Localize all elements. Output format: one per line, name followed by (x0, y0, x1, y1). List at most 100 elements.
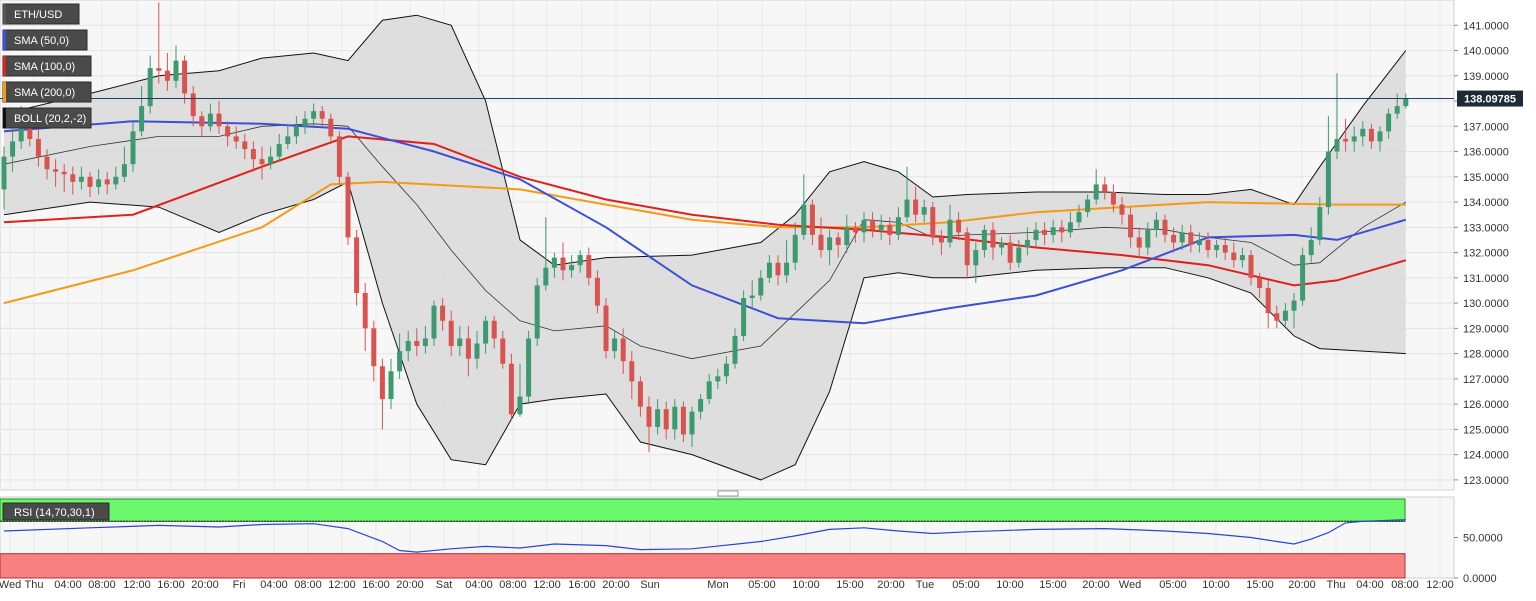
candle-body[interactable] (10, 141, 16, 157)
candle-body[interactable] (981, 229, 987, 251)
candle-body[interactable] (388, 371, 394, 400)
candle-body[interactable] (78, 176, 84, 182)
candle-body[interactable] (130, 131, 136, 165)
candle-body[interactable] (715, 376, 721, 382)
candle-body[interactable] (586, 255, 592, 278)
legend-symbol[interactable]: ETH/USD (2, 3, 80, 25)
candle-body[interactable] (569, 265, 575, 271)
candle-body[interactable] (646, 406, 652, 427)
candle-body[interactable] (904, 199, 910, 218)
candle-body[interactable] (190, 93, 196, 117)
candle-body[interactable] (1291, 300, 1297, 311)
candle-body[interactable] (61, 171, 67, 175)
candle-body[interactable] (1308, 239, 1314, 256)
candle-body[interactable] (999, 242, 1005, 248)
legend-sma200[interactable]: SMA (200,0) (2, 81, 92, 103)
candle-body[interactable] (792, 234, 798, 263)
candle-body[interactable] (629, 361, 635, 382)
candle-body[interactable] (620, 338, 626, 362)
legend-sma100[interactable]: SMA (100,0) (2, 55, 92, 77)
legend-sma50[interactable]: SMA (50,0) (2, 29, 88, 51)
candle-body[interactable] (672, 406, 678, 430)
candle-body[interactable] (207, 113, 213, 127)
candle-body[interactable] (895, 217, 901, 235)
candle-body[interactable] (870, 219, 876, 230)
candle-body[interactable] (1325, 151, 1331, 208)
candle-body[interactable] (147, 68, 153, 107)
candle-body[interactable] (414, 340, 420, 347)
candle-body[interactable] (577, 255, 583, 266)
candle-body[interactable] (1024, 239, 1030, 248)
candle-body[interactable] (1102, 184, 1108, 192)
candle-body[interactable] (104, 179, 110, 185)
candle-body[interactable] (775, 262, 781, 276)
candle-body[interactable] (336, 136, 342, 177)
candle-body[interactable] (113, 176, 119, 185)
candle-body[interactable] (440, 305, 446, 321)
candle-body[interactable] (1162, 219, 1168, 235)
candle-body[interactable] (431, 305, 437, 339)
candle-body[interactable] (87, 176, 93, 187)
candle-body[interactable] (276, 143, 282, 157)
candle-body[interactable] (422, 338, 428, 347)
candle-body[interactable] (818, 234, 824, 251)
candle-body[interactable] (784, 262, 790, 276)
candle-body[interactable] (1300, 255, 1306, 301)
candle-body[interactable] (835, 237, 841, 245)
candle-body[interactable] (663, 409, 669, 430)
candle-body[interactable] (517, 396, 523, 415)
legend-box[interactable] (2, 502, 110, 521)
candle-body[interactable] (1, 156, 7, 190)
candle-body[interactable] (362, 292, 368, 329)
candle-body[interactable] (233, 136, 239, 142)
candle-body[interactable] (956, 219, 962, 233)
candle-body[interactable] (173, 60, 179, 81)
candle-body[interactable] (1119, 204, 1125, 215)
candle-body[interactable] (861, 219, 867, 233)
candle-body[interactable] (1394, 106, 1400, 114)
candle-body[interactable] (947, 219, 953, 243)
candle-body[interactable] (543, 267, 549, 286)
candle-body[interactable] (913, 199, 919, 215)
candle-body[interactable] (1214, 245, 1220, 251)
candle-body[interactable] (534, 285, 540, 339)
candle-body[interactable] (1016, 247, 1022, 263)
candle-body[interactable] (354, 237, 360, 293)
candle-body[interactable] (345, 176, 351, 238)
candle-body[interactable] (637, 381, 643, 407)
candle-body[interactable] (1239, 255, 1245, 261)
candle-body[interactable] (1248, 255, 1254, 278)
candle-body[interactable] (319, 111, 325, 119)
candle-body[interactable] (655, 409, 661, 427)
candle-body[interactable] (1282, 310, 1288, 321)
candle-body[interactable] (259, 159, 265, 165)
candle-body[interactable] (1205, 239, 1211, 251)
candle-body[interactable] (551, 257, 557, 268)
candle-body[interactable] (852, 227, 858, 233)
candle-body[interactable] (508, 363, 514, 415)
candle-body[interactable] (199, 116, 205, 127)
candle-body[interactable] (1222, 245, 1228, 253)
candle-body[interactable] (397, 351, 403, 372)
candle-body[interactable] (1179, 232, 1185, 243)
candle-body[interactable] (302, 118, 308, 127)
candle-body[interactable] (612, 338, 618, 352)
candle-body[interactable] (1377, 131, 1383, 142)
candle-body[interactable] (921, 207, 927, 215)
candle-body[interactable] (216, 113, 222, 127)
candle-body[interactable] (491, 320, 497, 339)
candle-body[interactable] (35, 138, 41, 157)
candle-body[interactable] (1360, 128, 1366, 137)
candle-body[interactable] (27, 121, 33, 139)
candle-body[interactable] (1403, 98, 1409, 107)
candle-body[interactable] (1386, 113, 1392, 132)
candle-body[interactable] (70, 174, 76, 182)
candle-body[interactable] (225, 126, 231, 137)
candle-body[interactable] (603, 305, 609, 352)
candle-body[interactable] (1257, 277, 1263, 288)
legend-rsi[interactable]: RSI (14,70,30,1) (2, 502, 110, 521)
candle-body[interactable] (1085, 199, 1091, 213)
candle-body[interactable] (465, 338, 471, 359)
candle-body[interactable] (1171, 234, 1177, 243)
